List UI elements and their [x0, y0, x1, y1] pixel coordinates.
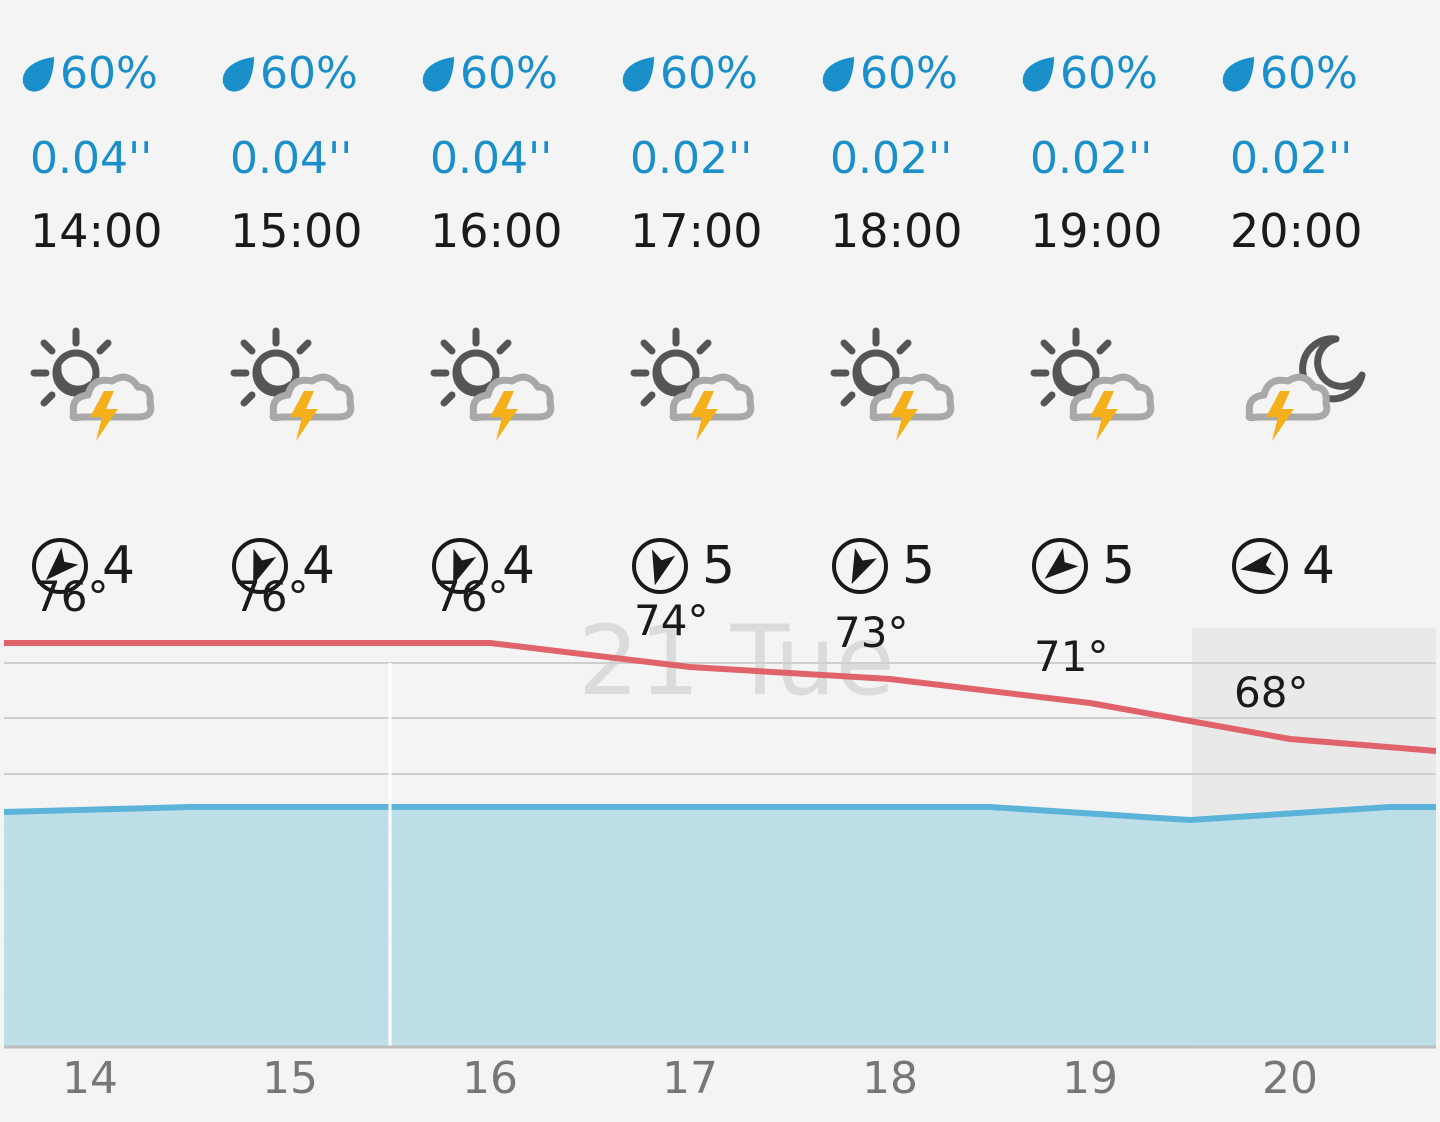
- raindrop-icon: [1018, 54, 1058, 94]
- raindrop-icon: [818, 54, 858, 94]
- wind: 5: [1030, 536, 1135, 596]
- precip-amount: 0.04'': [430, 133, 553, 184]
- axis-tick-label: 19: [1062, 1053, 1118, 1104]
- precip-amount: 0.02'': [1230, 133, 1353, 184]
- wind: 4: [30, 536, 135, 596]
- precip-probability-value: 60%: [460, 48, 558, 99]
- wind: 5: [830, 536, 935, 596]
- temperature-label: 76°: [34, 572, 109, 621]
- night-thunderstorm-icon: [1240, 325, 1370, 450]
- hour-time: 16:00: [430, 204, 563, 258]
- temperature-label: 76°: [234, 572, 309, 621]
- axis-tick-label: 17: [662, 1053, 718, 1104]
- precip-probability-value: 60%: [660, 48, 758, 99]
- precip-probability: 60%: [218, 48, 358, 99]
- precip-probability: 60%: [1018, 48, 1158, 99]
- hour-time: 20:00: [1230, 204, 1363, 258]
- partly-sunny-thunderstorm-icon: [430, 325, 560, 450]
- precip-amount: 0.02'': [1030, 133, 1153, 184]
- precip-probability-value: 60%: [1060, 48, 1158, 99]
- hour-column[interactable]: 60% 0.02'' 17:00 5: [600, 0, 800, 620]
- precip-probability-value: 60%: [60, 48, 158, 99]
- hour-column[interactable]: 60% 0.04'' 14:00 4: [0, 0, 200, 620]
- axis-tick-label: 14: [62, 1053, 118, 1104]
- axis-tick-label: 15: [262, 1053, 318, 1104]
- wind: 4: [1230, 536, 1335, 596]
- hour-time: 15:00: [230, 204, 363, 258]
- wind-speed: 5: [702, 536, 736, 596]
- raindrop-icon: [1218, 54, 1258, 94]
- raindrop-icon: [618, 54, 658, 94]
- wind-direction-icon: [230, 536, 290, 596]
- wind-direction-icon: [430, 536, 490, 596]
- temperature-label: 71°: [1034, 632, 1109, 681]
- forecast-chart: [3, 628, 1437, 1049]
- precip-probability: 60%: [1218, 48, 1358, 99]
- humidity-line: [3, 804, 1436, 824]
- temperature-label: 76°: [434, 572, 509, 621]
- wind: 5: [630, 536, 735, 596]
- precip-amount: 0.04'': [230, 133, 353, 184]
- temperature-label: 74°: [634, 596, 709, 645]
- axis-tick-label: 20: [1262, 1053, 1318, 1104]
- precip-amount: 0.04'': [30, 133, 153, 184]
- raindrop-icon: [18, 54, 58, 94]
- wind-speed: 5: [902, 536, 936, 596]
- precip-probability: 60%: [418, 48, 558, 99]
- hour-time: 17:00: [630, 204, 763, 258]
- wind: 4: [230, 536, 335, 596]
- axis-tick-label: 18: [862, 1053, 918, 1104]
- hour-time: 19:00: [1030, 204, 1163, 258]
- wind-speed: 4: [102, 536, 136, 596]
- humidity-area: [4, 807, 1436, 1046]
- partly-sunny-thunderstorm-icon: [830, 325, 960, 450]
- partly-sunny-thunderstorm-icon: [30, 325, 160, 450]
- hour-time: 18:00: [830, 204, 963, 258]
- temperature-label: 73°: [834, 608, 909, 657]
- precip-amount: 0.02'': [830, 133, 953, 184]
- precip-probability-value: 60%: [860, 48, 958, 99]
- wind-speed: 4: [302, 536, 336, 596]
- temperature-line: [4, 640, 1437, 754]
- partly-sunny-thunderstorm-icon: [630, 325, 760, 450]
- hour-column[interactable]: 60% 0.02'' 18:00 5: [800, 0, 1000, 620]
- wind-direction-icon: [1030, 536, 1090, 596]
- precip-probability-value: 60%: [260, 48, 358, 99]
- precip-probability: 60%: [618, 48, 758, 99]
- partly-sunny-thunderstorm-icon: [1030, 325, 1160, 450]
- precip-probability-value: 60%: [1260, 48, 1358, 99]
- wind: 4: [430, 536, 535, 596]
- wind-direction-icon: [630, 536, 690, 596]
- temperature-label: 68°: [1234, 668, 1309, 717]
- wind-direction-icon: [30, 536, 90, 596]
- raindrop-icon: [218, 54, 258, 94]
- wind-speed: 5: [1102, 536, 1136, 596]
- raindrop-icon: [418, 54, 458, 94]
- precip-probability: 60%: [18, 48, 158, 99]
- precip-amount: 0.02'': [630, 133, 753, 184]
- hour-time: 14:00: [30, 204, 163, 258]
- axis-tick-label: 16: [462, 1053, 518, 1104]
- hour-column[interactable]: 60% 0.02'' 19:00 5: [1000, 0, 1200, 620]
- partly-sunny-thunderstorm-icon: [230, 325, 360, 450]
- wind-direction-icon: [1230, 536, 1290, 596]
- precip-probability: 60%: [818, 48, 958, 99]
- wind-speed: 4: [502, 536, 536, 596]
- hour-column[interactable]: 60% 0.04'' 15:00 4: [200, 0, 400, 620]
- wind-direction-icon: [830, 536, 890, 596]
- hour-column[interactable]: 60% 0.02'' 20:00 4: [1200, 0, 1400, 620]
- wind-speed: 4: [1302, 536, 1336, 596]
- hour-column[interactable]: 60% 0.04'' 16:00 4: [400, 0, 600, 620]
